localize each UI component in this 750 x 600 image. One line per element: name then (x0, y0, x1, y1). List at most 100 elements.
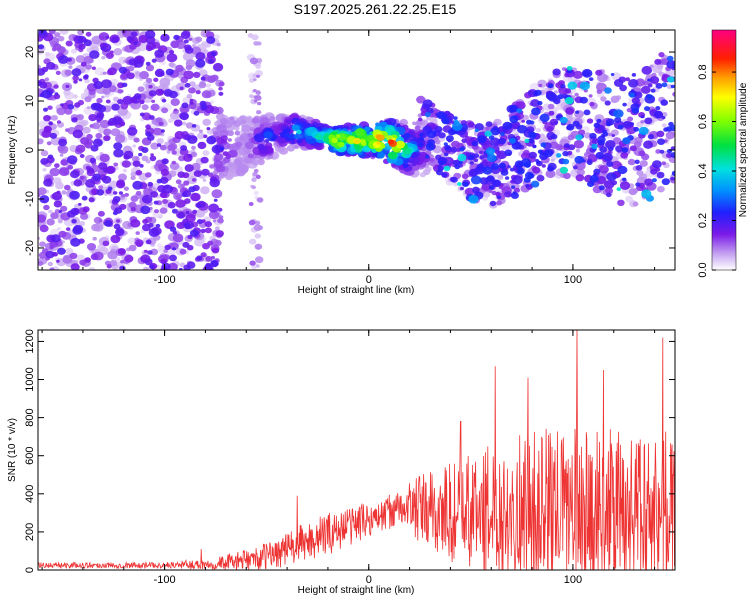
spectrogram-cell (583, 109, 591, 116)
spectrogram-cell (142, 219, 149, 224)
spectrogram-cell (516, 167, 525, 175)
spectrogram-cell (284, 133, 289, 138)
spectrogram-cell (293, 134, 300, 139)
spectrogram-cell (179, 112, 189, 121)
spectrogram-cell (547, 103, 555, 110)
spectrogram-cell (670, 146, 675, 151)
spectrogram-cell (575, 174, 585, 182)
spectrogram-cell (160, 129, 165, 133)
spectrogram-cell (110, 128, 121, 137)
spectrogram-cell (80, 61, 87, 67)
spectrogram-cell (98, 162, 108, 170)
spectrogram-cell (241, 120, 247, 124)
spectrogram-cell (40, 150, 49, 157)
spectrogram-cell (168, 62, 175, 68)
spectrogram-cell (84, 96, 92, 103)
spectrogram-cell (443, 165, 451, 172)
spectrogram-cell (247, 153, 254, 159)
y-tick-label: 20 (24, 46, 36, 58)
spectrogram-cell (187, 154, 193, 158)
spectrogram-cell (126, 36, 134, 42)
spectrogram-cell (169, 254, 177, 262)
spectrogram-cell (525, 184, 530, 188)
spectrogram-cell (589, 101, 595, 107)
spectrogram-cell (122, 168, 128, 173)
spectrogram-cell (666, 55, 674, 62)
spectrogram-cell (67, 104, 75, 110)
spectrogram-cell (532, 144, 537, 149)
spectrogram-cell (429, 158, 435, 163)
spectrogram-cell (505, 176, 510, 180)
spectrogram-cell (178, 267, 183, 270)
spectrogram-cell (602, 152, 613, 162)
spectrogram-cell (184, 164, 194, 172)
spectrogram-cell (44, 77, 50, 82)
spectrogram-cell (118, 66, 128, 74)
spectrogram-cell (167, 262, 178, 270)
spectrogram-cell (54, 208, 61, 214)
spectrogram-cell (634, 159, 640, 164)
spectrogram-cell (204, 221, 212, 228)
spectrogram-cell (91, 66, 96, 70)
spectrogram-cell (200, 228, 206, 234)
spectrogram-cell (572, 120, 580, 127)
spectrogram-cell (43, 115, 51, 122)
spectrogram-cell (130, 171, 137, 177)
spectrogram-cell (625, 195, 633, 203)
spectrogram-cell (105, 52, 114, 59)
spectrogram-cell (115, 228, 125, 237)
spectrogram-cell (573, 70, 583, 79)
spectrogram-cell (622, 121, 632, 128)
spectrogram-cell (444, 145, 451, 151)
spectrogram-cell (156, 178, 162, 184)
spectrogram-cell (188, 87, 196, 94)
spectrogram-cell (167, 118, 174, 123)
spectrogram-cell (661, 112, 668, 117)
spectrogram-cell (149, 155, 157, 162)
spectrogram-cell (537, 79, 547, 88)
spectrogram-cell (523, 177, 531, 183)
spectrogram-cell (166, 150, 171, 154)
spectrogram-cell (644, 178, 654, 186)
spectrogram-cell (78, 221, 85, 227)
spectrogram-cell (554, 90, 558, 94)
spectrogram-cell (189, 81, 196, 87)
spectrogram-cell (666, 60, 675, 69)
spectrogram-cell (175, 64, 184, 72)
spectrogram-cell (89, 124, 94, 128)
spectrogram-cell (479, 155, 485, 160)
spectrogram-cell (49, 167, 60, 177)
spectrogram-cell (481, 182, 492, 191)
spectrogram-cell (177, 171, 186, 178)
spectrogram-cell (180, 31, 191, 39)
spectrogram-cell (38, 193, 41, 198)
spectrogram-cell (211, 144, 223, 154)
spectrogram-cell (589, 132, 597, 140)
spectrogram-cell (185, 210, 190, 215)
spectrogram-cell (661, 161, 666, 165)
spectrogram-cell (218, 86, 223, 91)
spectrogram-cell (445, 111, 451, 116)
spectrogram-cell (56, 259, 60, 263)
spectrogram-cell (366, 153, 372, 158)
spectrogram-cell (38, 236, 41, 240)
spectrogram-cell (169, 162, 180, 171)
spectrogram-cell (130, 195, 139, 202)
spectrogram-cell (402, 163, 409, 169)
spectrogram-cell (171, 150, 177, 155)
spectrogram-cell (90, 102, 100, 111)
spectrogram-cell (139, 100, 145, 105)
spectrogram-cell (112, 210, 118, 216)
spectrogram-cell (548, 110, 555, 116)
spectrogram-cell (502, 121, 513, 130)
spectrogram-cell (453, 182, 459, 187)
spectrogram-cell (650, 88, 656, 93)
spectrogram-cell (130, 175, 136, 181)
spectrogram-cell (79, 154, 85, 158)
spectrogram-cell (573, 139, 585, 149)
spectrogram-cell (202, 49, 209, 55)
spectrogram-cell (182, 96, 191, 105)
spectrogram-cell (251, 185, 256, 190)
spectrogram-cell (538, 83, 543, 88)
spectrogram-cell (629, 145, 637, 152)
